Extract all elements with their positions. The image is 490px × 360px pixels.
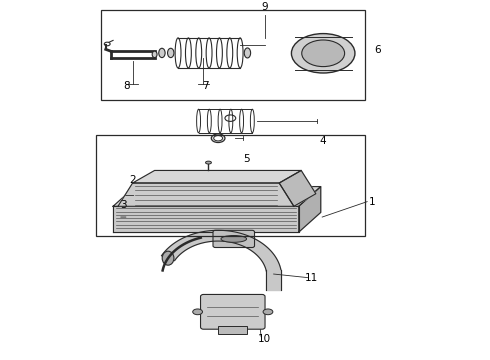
Text: 4: 4 <box>320 136 326 146</box>
Ellipse shape <box>214 135 222 141</box>
Text: 11: 11 <box>304 273 318 283</box>
Ellipse shape <box>263 309 273 315</box>
Polygon shape <box>113 206 299 232</box>
Polygon shape <box>279 171 316 206</box>
Ellipse shape <box>221 235 246 242</box>
Text: 7: 7 <box>202 81 209 91</box>
Ellipse shape <box>168 48 174 58</box>
Bar <box>218 326 247 334</box>
Polygon shape <box>133 171 301 183</box>
Polygon shape <box>113 186 321 206</box>
Polygon shape <box>299 186 321 232</box>
Polygon shape <box>266 270 281 290</box>
Ellipse shape <box>211 134 225 143</box>
Ellipse shape <box>162 251 174 265</box>
Polygon shape <box>162 230 281 271</box>
Bar <box>96 135 365 236</box>
Text: 2: 2 <box>129 175 136 185</box>
FancyBboxPatch shape <box>213 230 254 248</box>
Ellipse shape <box>205 161 211 164</box>
Ellipse shape <box>193 309 202 315</box>
Ellipse shape <box>292 33 355 73</box>
Polygon shape <box>118 183 294 206</box>
FancyBboxPatch shape <box>200 294 265 329</box>
Ellipse shape <box>152 51 157 58</box>
Ellipse shape <box>302 40 344 67</box>
Text: 10: 10 <box>258 333 271 343</box>
Ellipse shape <box>245 48 250 58</box>
Text: 3: 3 <box>121 200 127 210</box>
Ellipse shape <box>159 48 165 58</box>
Bar <box>101 10 365 99</box>
Text: 8: 8 <box>123 81 130 91</box>
Text: 9: 9 <box>261 2 268 12</box>
Text: 6: 6 <box>374 45 381 55</box>
Text: 1: 1 <box>369 197 375 207</box>
Text: 5: 5 <box>243 154 250 165</box>
